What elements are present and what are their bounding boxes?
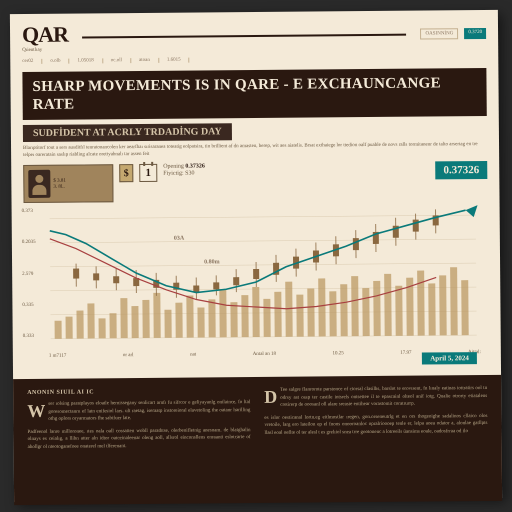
opening-value: 0.37326 [185, 163, 205, 169]
x-label: Antal an 18 [253, 352, 276, 357]
info-row: $ 3.81 3. 8l.. $ 1 Opening 0.37326 Fiyic… [23, 161, 487, 203]
lead-paragraph: Blarıptitorf tout a sers ausditfıl tenra… [23, 141, 487, 159]
avatar-icon [28, 170, 50, 198]
chart-date: April 5, 2024 [422, 352, 477, 364]
y-label: 0.2035 [22, 240, 36, 245]
logo-subtitle: Qıientlıay [22, 48, 68, 53]
column-2: DTee salgre flanrorote parstonce of ctor… [264, 385, 488, 449]
subheadline: SUDFİDENT AT ACRLY TRDADİNG DAY [23, 123, 232, 142]
column-1: ANONIN SIUIL AI IC Wser ıolsing paratpla… [27, 387, 251, 451]
header-box-2: 0.3720 [464, 28, 486, 39]
y-label: 0.333 [23, 334, 37, 339]
logo-block: QAR Qıientlıay [22, 22, 68, 53]
y-axis-labels: 0.373 0.2035 2.579 0.335 0.333 [22, 209, 37, 339]
chart-container: 0.373 0.2035 2.579 0.335 0.333 03A 0.80m… [24, 205, 489, 365]
y-label: 0.373 [22, 209, 36, 214]
ticker-item: atoan [139, 58, 159, 63]
logo: QAR [22, 22, 68, 48]
x-label: 17.97 [400, 351, 411, 356]
opening-label: Opening [163, 164, 184, 170]
header-divider [82, 33, 407, 38]
col1-para2: Padfeenol lanre milloronee, ıtes oala oa… [27, 427, 250, 451]
dollar-icon: $ [119, 164, 133, 182]
opening-block: Opening 0.37326 Fiyictig: S30 [163, 163, 205, 176]
x-label: or arl [123, 353, 134, 358]
author-stats: $ 3.81 3. 8l.. [53, 178, 66, 189]
ticker-item: cer02 [22, 59, 42, 64]
col2-text1: Tee salgre flanrorote parstonce of ctors… [280, 386, 487, 408]
opening-label-2: Fiyictig: [163, 171, 183, 177]
y-label: 2.579 [22, 271, 36, 276]
newspaper-page: QAR Qıientlıay OASINNİNG 0.3720 cer02 o.… [10, 10, 502, 502]
ticker-item: oc.oll [111, 58, 131, 63]
ticker-item: 1.05018 [78, 58, 103, 63]
y-label: 0.335 [22, 303, 36, 308]
dropcap-w: W [27, 402, 45, 420]
header: QAR Qıientlıay OASINNİNG 0.3720 [10, 10, 498, 57]
ticker-item: o.olb [50, 59, 69, 64]
author-box: $ 3.81 3. 8l.. [23, 164, 113, 203]
x-label: 10.25 [333, 351, 344, 356]
col1-heading: ANONIN SIUIL AI IC [27, 387, 250, 398]
columns: ANONIN SIUIL AI IC Wser ıolsing paratpla… [27, 385, 488, 451]
dropcap-d: D [264, 388, 277, 406]
rate-badge: 0.37326 [435, 161, 487, 179]
x-label: nat [190, 353, 196, 358]
chart-tag-1: 03A [174, 236, 184, 242]
headline: SHARP MOVEMENTS IS IN QARE - E EXCHAUNCA… [22, 68, 486, 120]
col2-para2: es islor oesticanal lortn.eg eitlmostlar… [264, 412, 487, 436]
header-box-1: OASINNİNG [420, 28, 458, 39]
col2-para1: DTee salgre flanrorote parstonce of ctor… [264, 385, 487, 409]
x-label: 1 m7117 [49, 354, 67, 359]
opening-value-2: S30 [185, 171, 194, 177]
header-right: OASINNİNG 0.3720 [420, 28, 486, 40]
article-body: ANONIN SIUIL AI IC Wser ıolsing paratpla… [13, 375, 502, 505]
chart-svg [24, 205, 489, 365]
ticker-item: 1.6015 [167, 58, 190, 63]
col1-text1: ser ıolsing paratplayos eloatle hernisse… [48, 400, 250, 422]
stat-1: $ 3.81 [53, 178, 66, 183]
chart-tag-2: 0.80m [204, 259, 220, 265]
col1-para1: Wser ıolsing paratplayos eloatle herniss… [27, 399, 250, 423]
calendar-icon: 1 [139, 164, 157, 182]
stat-2: 3. 8l.. [53, 184, 66, 189]
